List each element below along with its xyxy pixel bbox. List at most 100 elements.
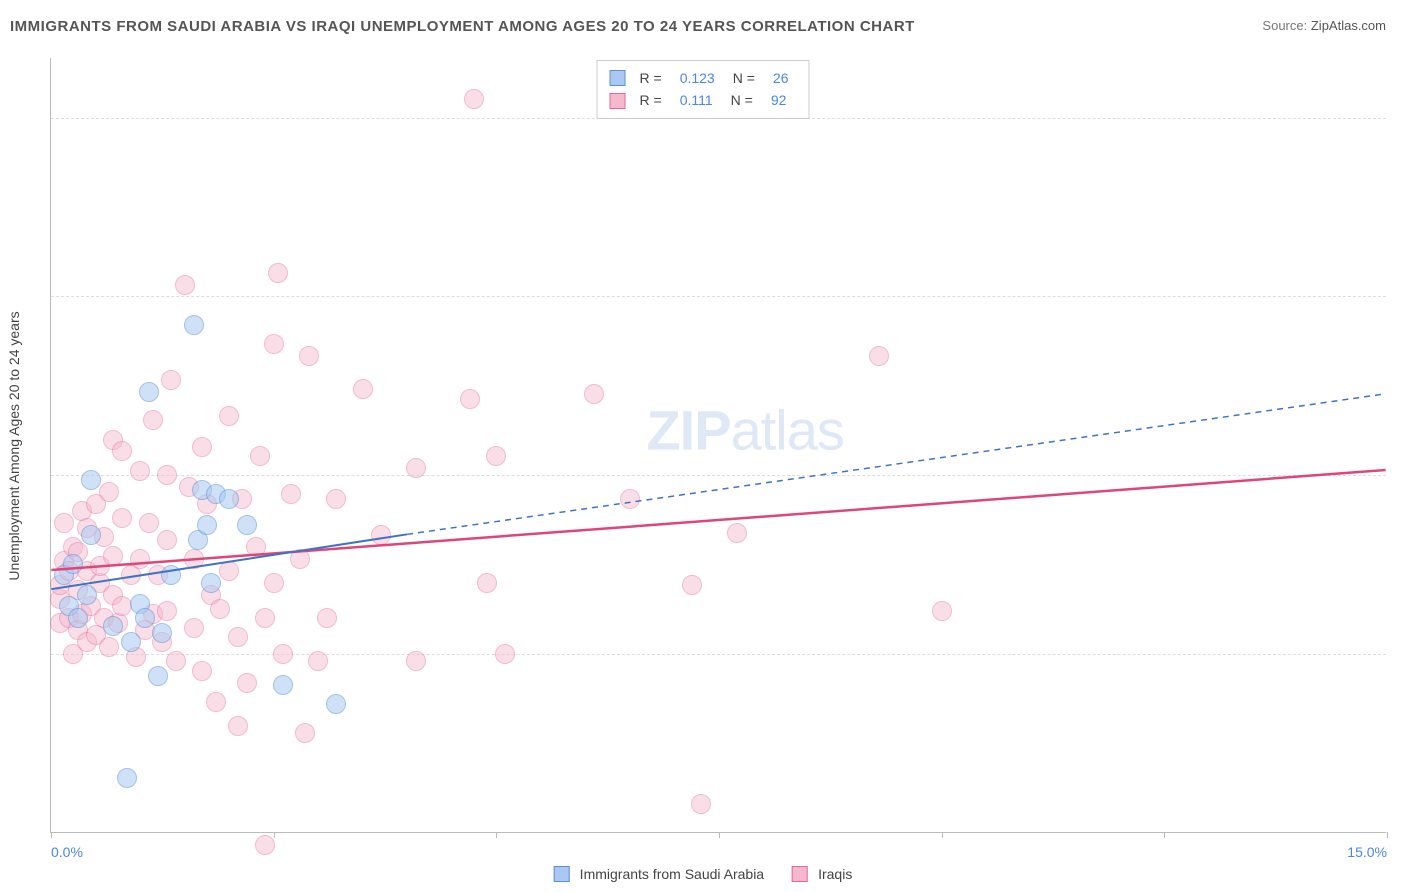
data-point-iraqi bbox=[495, 644, 515, 664]
n-value-saudi: 26 bbox=[773, 67, 789, 89]
watermark-atlas: atlas bbox=[731, 398, 844, 461]
data-point-saudi bbox=[273, 675, 293, 695]
data-point-iraqi bbox=[299, 346, 319, 366]
legend-label-iraqi: Iraqis bbox=[818, 866, 852, 882]
data-point-iraqi bbox=[477, 573, 497, 593]
trend-lines bbox=[51, 58, 1386, 832]
grid-line bbox=[51, 475, 1386, 476]
data-point-iraqi bbox=[295, 723, 315, 743]
correlation-legend: R = 0.123 N = 26 R = 0.111 N = 92 bbox=[597, 60, 810, 119]
data-point-iraqi bbox=[206, 692, 226, 712]
x-tick bbox=[719, 832, 720, 838]
data-point-iraqi bbox=[130, 549, 150, 569]
data-point-saudi bbox=[139, 382, 159, 402]
data-point-iraqi bbox=[932, 601, 952, 621]
data-point-iraqi bbox=[175, 275, 195, 295]
n-label: N = bbox=[731, 89, 753, 111]
x-tick bbox=[1164, 832, 1165, 838]
data-point-iraqi bbox=[308, 651, 328, 671]
swatch-saudi bbox=[554, 866, 570, 882]
data-point-saudi bbox=[161, 565, 181, 585]
data-point-iraqi bbox=[112, 508, 132, 528]
data-point-iraqi bbox=[273, 644, 293, 664]
data-point-iraqi bbox=[54, 513, 74, 533]
grid-line bbox=[51, 654, 1386, 655]
source-site: ZipAtlas.com bbox=[1311, 18, 1386, 33]
x-tick bbox=[496, 832, 497, 838]
n-value-iraqi: 92 bbox=[771, 89, 787, 111]
data-point-iraqi bbox=[353, 379, 373, 399]
data-point-iraqi bbox=[691, 794, 711, 814]
data-point-iraqi bbox=[460, 389, 480, 409]
data-point-iraqi bbox=[406, 651, 426, 671]
r-label: R = bbox=[640, 67, 662, 89]
swatch-saudi bbox=[610, 70, 626, 86]
data-point-iraqi bbox=[210, 599, 230, 619]
data-point-saudi bbox=[326, 694, 346, 714]
swatch-iraqi bbox=[610, 93, 626, 109]
data-point-iraqi bbox=[486, 446, 506, 466]
data-point-iraqi bbox=[143, 410, 163, 430]
data-point-iraqi bbox=[219, 406, 239, 426]
data-point-iraqi bbox=[99, 637, 119, 657]
data-point-iraqi bbox=[264, 334, 284, 354]
x-tick-label: 0.0% bbox=[51, 844, 83, 860]
data-point-saudi bbox=[135, 608, 155, 628]
data-point-iraqi bbox=[464, 89, 484, 109]
data-point-saudi bbox=[68, 608, 88, 628]
data-point-iraqi bbox=[161, 370, 181, 390]
data-point-iraqi bbox=[620, 489, 640, 509]
data-point-iraqi bbox=[255, 608, 275, 628]
x-tick bbox=[942, 832, 943, 838]
r-label: R = bbox=[640, 89, 662, 111]
data-point-iraqi bbox=[228, 716, 248, 736]
data-point-iraqi bbox=[130, 461, 150, 481]
y-axis-label: Unemployment Among Ages 20 to 24 years bbox=[6, 311, 22, 580]
watermark-zip: ZIP bbox=[646, 398, 730, 461]
x-tick bbox=[274, 832, 275, 838]
r-value-saudi: 0.123 bbox=[680, 67, 715, 89]
data-point-iraqi bbox=[112, 596, 132, 616]
data-point-iraqi bbox=[246, 537, 266, 557]
data-point-iraqi bbox=[237, 673, 257, 693]
data-point-iraqi bbox=[99, 482, 119, 502]
data-point-saudi bbox=[152, 623, 172, 643]
data-point-saudi bbox=[81, 470, 101, 490]
data-point-iraqi bbox=[371, 525, 391, 545]
data-point-saudi bbox=[77, 585, 97, 605]
data-point-iraqi bbox=[166, 651, 186, 671]
series-legend: Immigrants from Saudi Arabia Iraqis bbox=[554, 866, 853, 882]
data-point-iraqi bbox=[250, 446, 270, 466]
data-point-iraqi bbox=[192, 437, 212, 457]
data-point-iraqi bbox=[228, 627, 248, 647]
legend-item-saudi: Immigrants from Saudi Arabia bbox=[554, 866, 764, 882]
swatch-iraqi bbox=[792, 866, 808, 882]
data-point-saudi bbox=[237, 515, 257, 535]
data-point-iraqi bbox=[326, 489, 346, 509]
grid-line bbox=[51, 296, 1386, 297]
source-attribution: Source: ZipAtlas.com bbox=[1262, 18, 1386, 33]
y-tick-label: 15.0% bbox=[1391, 468, 1406, 483]
data-point-iraqi bbox=[727, 523, 747, 543]
chart-title: IMMIGRANTS FROM SAUDI ARABIA VS IRAQI UN… bbox=[10, 18, 915, 35]
x-tick bbox=[51, 832, 52, 838]
watermark: ZIPatlas bbox=[646, 397, 843, 462]
data-point-saudi bbox=[184, 315, 204, 335]
data-point-iraqi bbox=[290, 549, 310, 569]
data-point-iraqi bbox=[184, 618, 204, 638]
data-point-saudi bbox=[103, 616, 123, 636]
data-point-saudi bbox=[117, 768, 137, 788]
legend-label-saudi: Immigrants from Saudi Arabia bbox=[580, 866, 764, 882]
r-value-iraqi: 0.111 bbox=[680, 89, 713, 111]
source-label: Source: bbox=[1262, 18, 1307, 33]
data-point-iraqi bbox=[139, 513, 159, 533]
data-point-iraqi bbox=[869, 346, 889, 366]
data-point-iraqi bbox=[157, 465, 177, 485]
data-point-saudi bbox=[121, 632, 141, 652]
data-point-saudi bbox=[197, 515, 217, 535]
legend-row-saudi: R = 0.123 N = 26 bbox=[610, 67, 797, 89]
data-point-saudi bbox=[63, 554, 83, 574]
data-point-iraqi bbox=[192, 661, 212, 681]
data-point-iraqi bbox=[682, 575, 702, 595]
data-point-saudi bbox=[201, 573, 221, 593]
